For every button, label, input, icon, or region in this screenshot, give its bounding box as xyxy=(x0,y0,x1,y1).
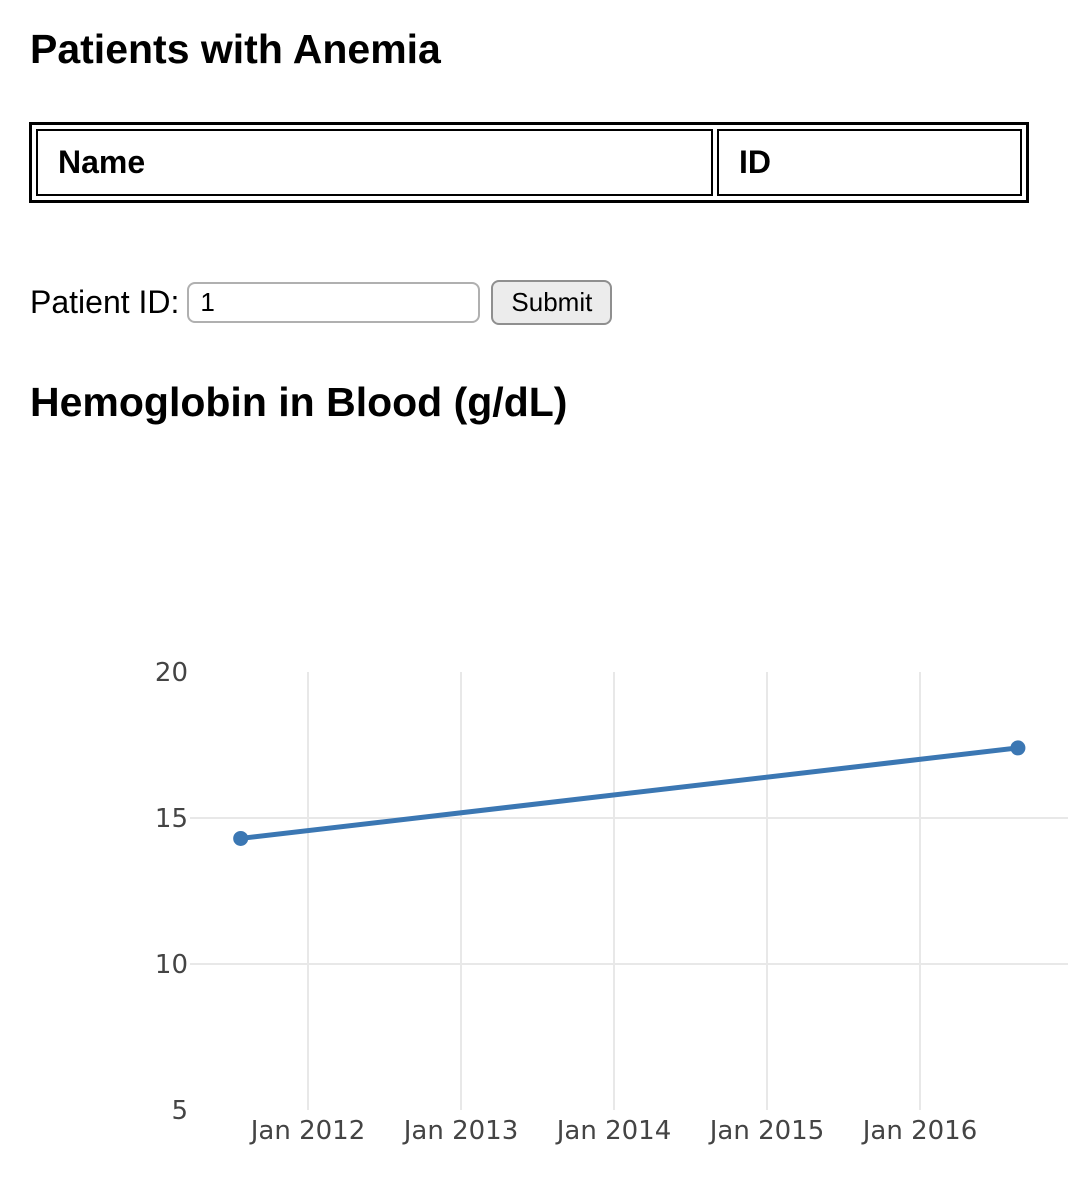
chart-title: Hemoglobin in Blood (g/dL) xyxy=(30,379,568,425)
patient-id-label: Patient ID: xyxy=(30,283,180,320)
patient-id-input[interactable] xyxy=(187,281,481,323)
y-tick-label: 15 xyxy=(155,804,188,834)
series-line xyxy=(238,745,1021,841)
column-header-id: ID xyxy=(717,129,1022,196)
y-tick-label: 5 xyxy=(171,1096,188,1126)
column-header-name: Name xyxy=(36,129,713,196)
patient-id-form: Patient ID: Submit xyxy=(30,278,613,326)
hemoglobin-line-chart: 5 10 15 20 Jan 2012 Jan 2013 Jan 2014 Jan 2015 J… xyxy=(155,658,1068,1146)
data-point-marker xyxy=(233,830,249,846)
x-tick-label: Jan 2013 xyxy=(402,1116,519,1146)
patients-table: Name ID xyxy=(29,122,1029,203)
submit-button[interactable]: Submit xyxy=(491,279,613,325)
y-tick-label: 10 xyxy=(155,950,188,980)
y-tick-label: 20 xyxy=(155,658,188,688)
page-title: Patients with Anemia xyxy=(30,26,441,72)
x-tick-label: Jan 2016 xyxy=(861,1116,978,1146)
x-tick-label: Jan 2012 xyxy=(249,1116,366,1146)
x-tick-label: Jan 2015 xyxy=(708,1116,825,1146)
x-tick-label: Jan 2014 xyxy=(555,1116,672,1146)
data-point-marker xyxy=(1010,740,1026,756)
table-header-row: Name ID xyxy=(36,129,1022,196)
